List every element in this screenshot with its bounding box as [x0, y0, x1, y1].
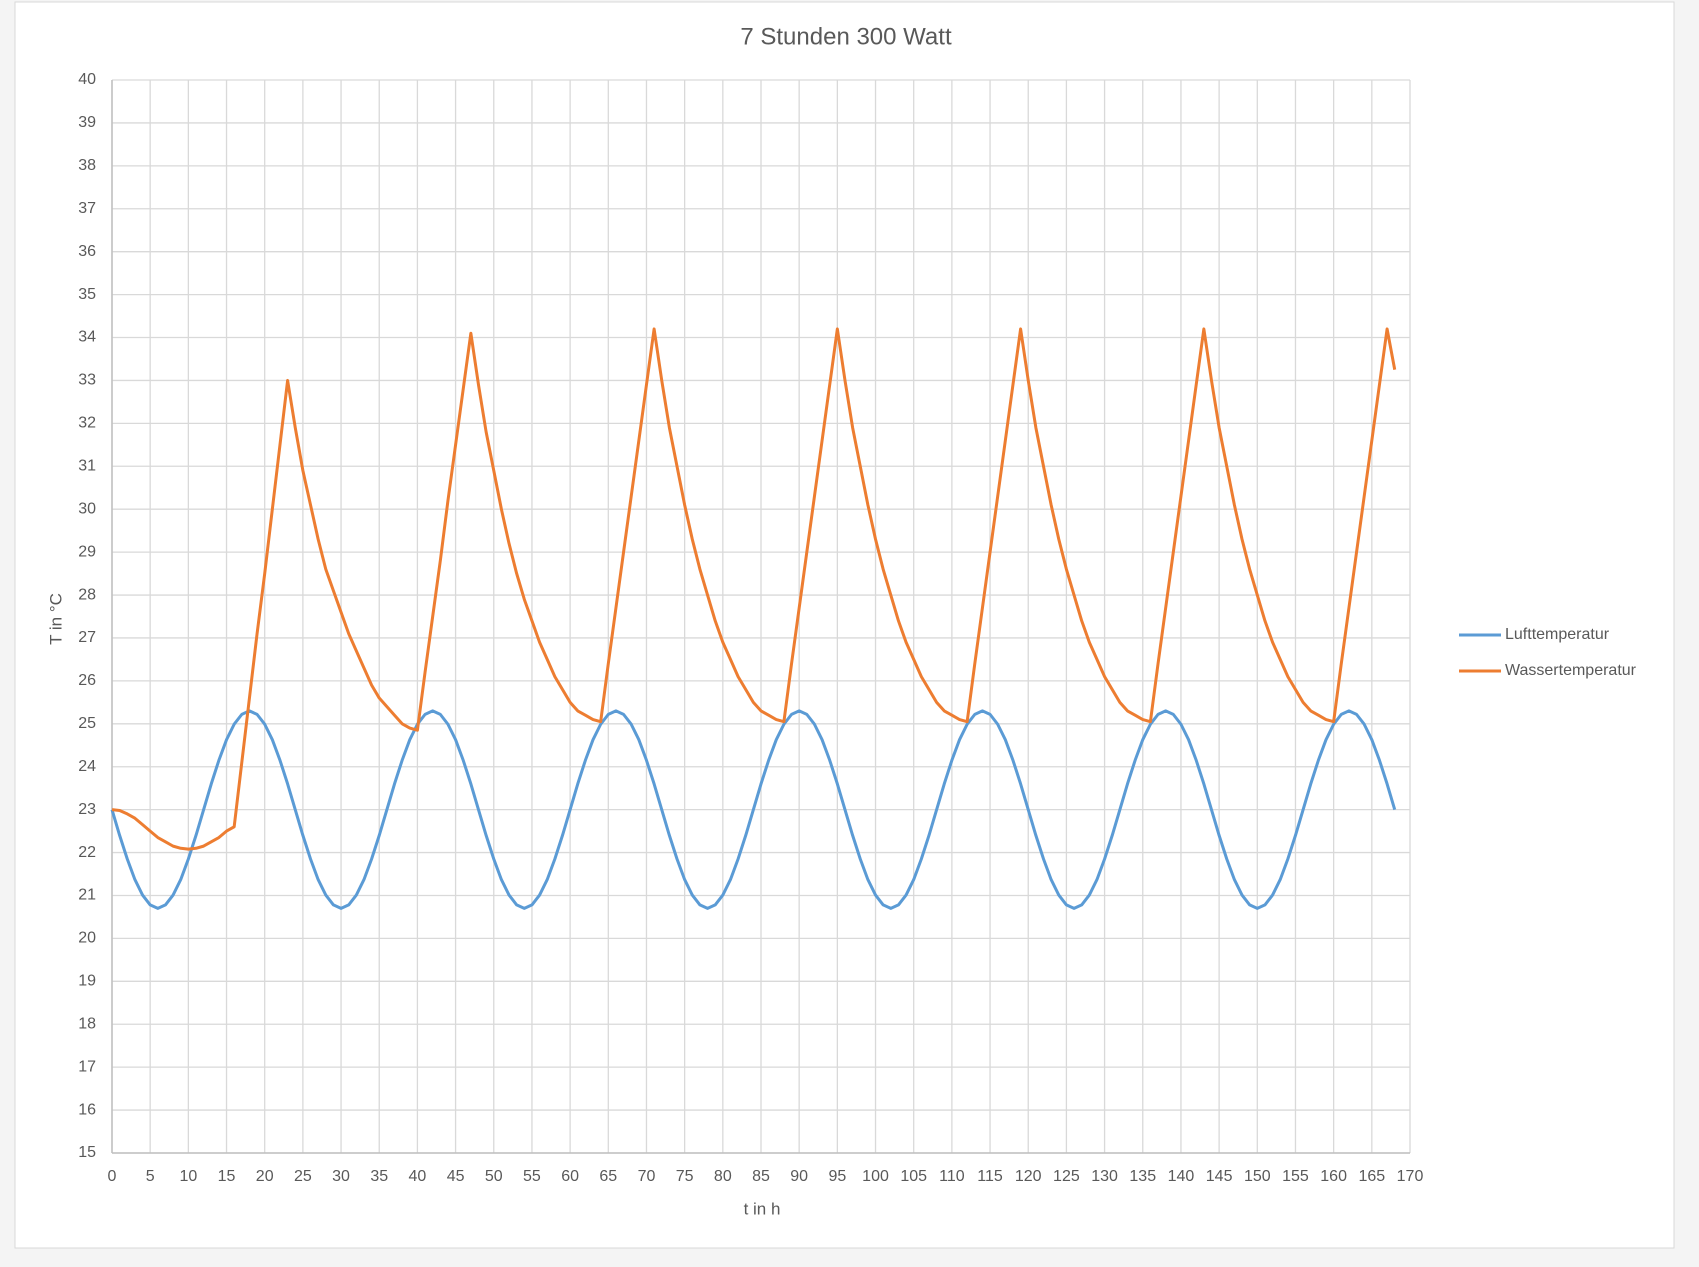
- y-tick-label: 20: [78, 930, 96, 947]
- x-tick-label: 90: [790, 1168, 808, 1185]
- x-tick-label: 160: [1320, 1168, 1347, 1185]
- x-tick-label: 135: [1129, 1168, 1156, 1185]
- y-tick-label: 15: [78, 1144, 96, 1161]
- legend-label: Wassertemperatur: [1505, 662, 1637, 679]
- x-tick-label: 15: [218, 1168, 236, 1185]
- chart-area: [14, 1, 1675, 1249]
- y-tick-label: 22: [78, 844, 96, 861]
- y-tick-label: 16: [78, 1101, 96, 1118]
- y-tick-label: 27: [78, 629, 96, 646]
- y-tick-label: 35: [78, 286, 96, 303]
- x-tick-label: 75: [676, 1168, 694, 1185]
- y-tick-label: 17: [78, 1058, 96, 1075]
- y-tick-label: 40: [78, 71, 96, 88]
- y-tick-label: 36: [78, 243, 96, 260]
- y-tick-label: 31: [78, 457, 96, 474]
- y-tick-label: 37: [78, 200, 96, 217]
- y-tick-label: 32: [78, 415, 96, 432]
- x-tick-label: 85: [752, 1168, 770, 1185]
- x-tick-label: 165: [1358, 1168, 1385, 1185]
- y-tick-label: 28: [78, 586, 96, 603]
- series-line: [111, 327, 1397, 851]
- y-tick-label: 29: [78, 543, 96, 560]
- y-tick-label: 24: [78, 758, 96, 775]
- series-line: [110, 709, 1397, 910]
- x-tick-label: 5: [146, 1168, 155, 1185]
- y-axis-label: T in °C: [46, 593, 65, 645]
- y-tick-label: 38: [78, 157, 96, 174]
- legend-label: Lufttemperatur: [1505, 626, 1610, 643]
- x-tick-label: 125: [1053, 1168, 1080, 1185]
- chart-title: 7 Stunden 300 Watt: [740, 23, 952, 50]
- x-tick-label: 40: [409, 1168, 427, 1185]
- y-tick-label: 39: [78, 114, 96, 131]
- y-tick-label: 18: [78, 1015, 96, 1032]
- x-tick-label: 20: [256, 1168, 274, 1185]
- x-tick-label: 110: [939, 1168, 965, 1185]
- x-tick-label: 140: [1168, 1168, 1195, 1185]
- x-tick-label: 35: [370, 1168, 388, 1185]
- x-tick-label: 150: [1244, 1168, 1271, 1185]
- x-tick-label: 55: [523, 1168, 541, 1185]
- x-tick-label: 120: [1015, 1168, 1042, 1185]
- x-tick-label: 105: [900, 1168, 927, 1185]
- x-tick-label: 25: [294, 1168, 312, 1185]
- x-tick-label: 95: [828, 1168, 846, 1185]
- x-tick-label: 170: [1397, 1168, 1424, 1185]
- y-tick-label: 21: [78, 887, 96, 904]
- x-tick-label: 80: [714, 1168, 732, 1185]
- x-tick-label: 100: [862, 1168, 889, 1185]
- x-tick-label: 50: [485, 1168, 503, 1185]
- x-tick-label: 30: [332, 1168, 350, 1185]
- x-tick-label: 145: [1206, 1168, 1233, 1185]
- y-tick-label: 34: [78, 329, 96, 346]
- x-tick-label: 115: [977, 1168, 1003, 1185]
- x-tick-label: 0: [108, 1168, 117, 1185]
- x-tick-label: 155: [1282, 1168, 1309, 1185]
- y-tick-label: 23: [78, 801, 96, 818]
- x-axis-label: t in h: [744, 1199, 781, 1218]
- x-tick-label: 10: [179, 1168, 197, 1185]
- y-tick-label: 26: [78, 672, 96, 689]
- x-tick-label: 65: [599, 1168, 617, 1185]
- y-tick-label: 19: [78, 973, 96, 990]
- x-tick-label: 45: [447, 1168, 465, 1185]
- y-tick-label: 25: [78, 715, 96, 732]
- x-tick-label: 130: [1091, 1168, 1118, 1185]
- y-tick-label: 33: [78, 372, 96, 389]
- x-tick-label: 60: [561, 1168, 579, 1185]
- x-tick-label: 70: [638, 1168, 656, 1185]
- y-tick-label: 30: [78, 500, 96, 517]
